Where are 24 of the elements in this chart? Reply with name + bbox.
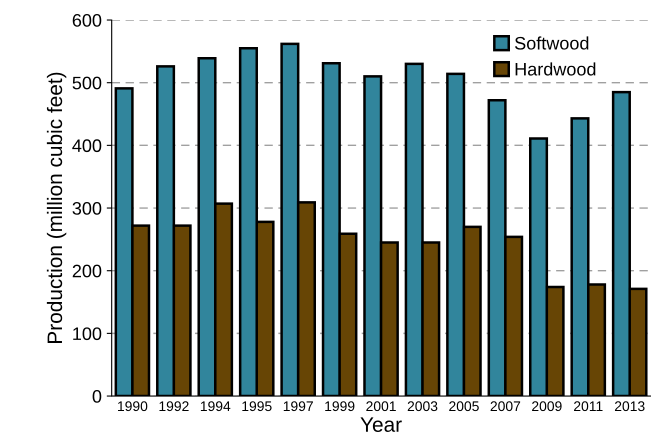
x-tick-label: 2001 [366, 401, 396, 412]
x-tick-label: 1995 [242, 401, 272, 412]
y-axis-title: Production (million cubic feet) [46, 72, 66, 343]
y-tick-label: 600 [72, 14, 102, 27]
y-tick-label: 0 [92, 390, 102, 403]
x-tick-label: 1990 [118, 401, 148, 412]
x-tick-label: 1999 [325, 401, 354, 412]
x-axis-title: Year [360, 417, 402, 432]
x-tick-label: 2011 [574, 401, 603, 412]
x-tick-label: 2003 [408, 401, 438, 412]
y-tick-label: 500 [72, 76, 102, 90]
legend-label: Hardwood [516, 62, 596, 76]
y-tick-label: 300 [72, 202, 102, 215]
x-tick-label: 1994 [200, 401, 230, 412]
y-tick-label: 400 [72, 139, 102, 152]
y-tick-label: 200 [72, 264, 102, 278]
legend-label: Softwood [514, 36, 588, 50]
x-tick-label: 2009 [532, 401, 562, 412]
y-tick-label: 100 [73, 327, 102, 340]
x-tick-label: 2013 [614, 401, 645, 412]
x-tick-label: 2007 [490, 401, 520, 412]
x-tick-label: 1997 [284, 401, 313, 412]
x-tick-label: 2005 [449, 401, 479, 412]
x-tick-label: 1992 [159, 401, 189, 412]
